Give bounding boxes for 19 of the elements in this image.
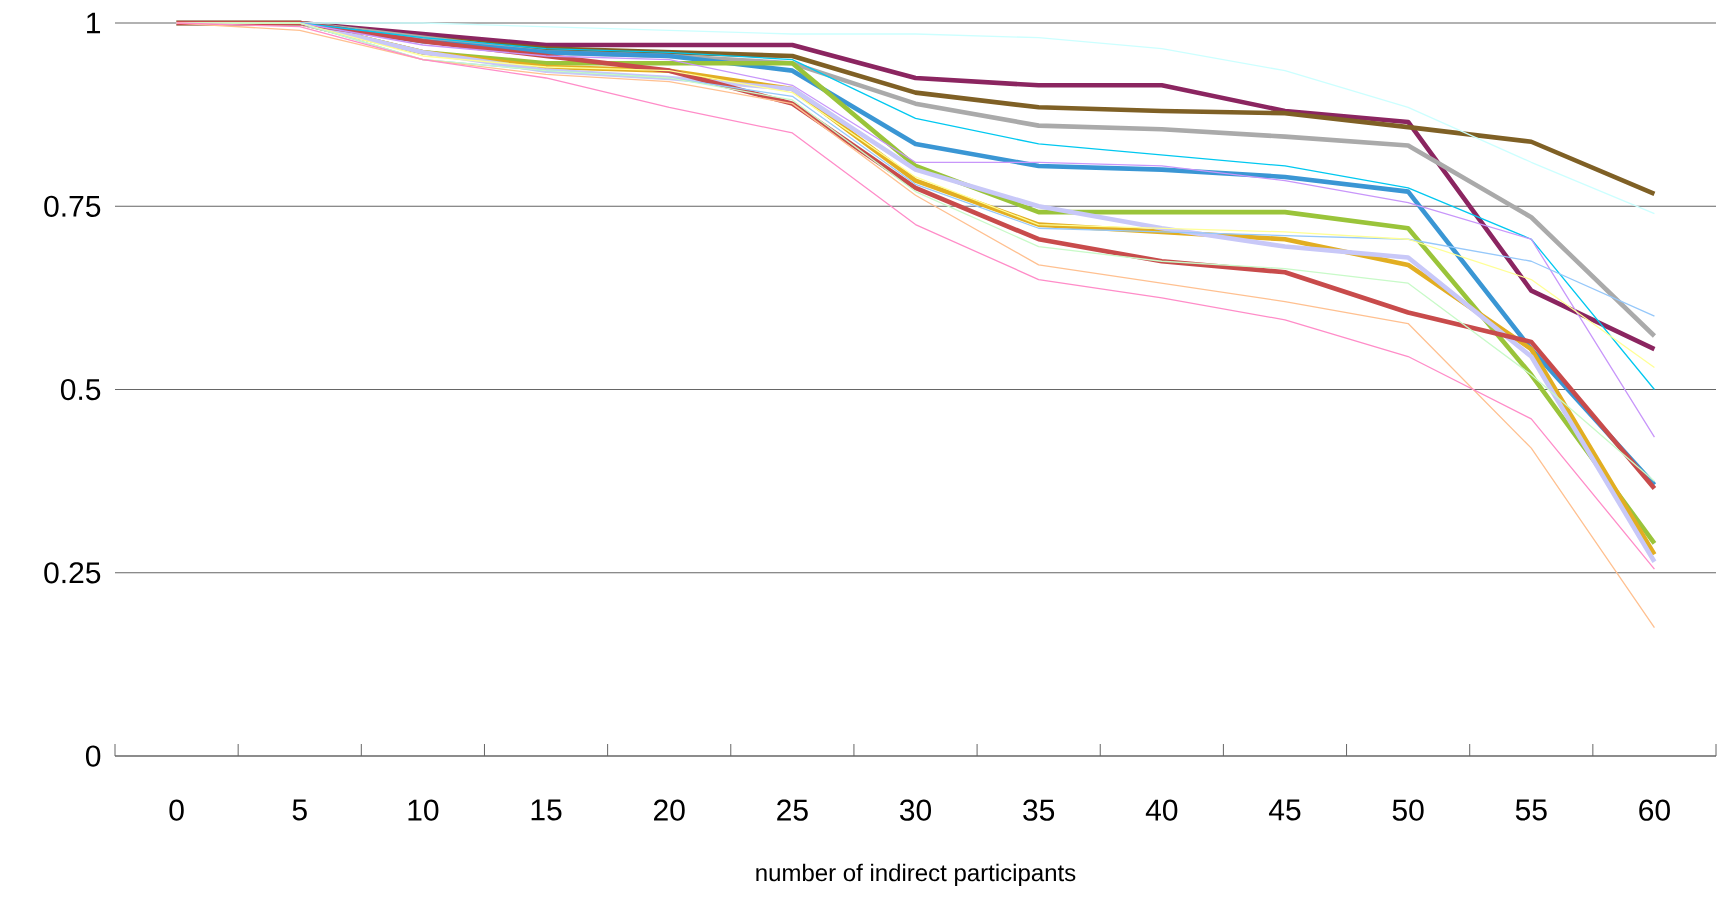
x-tick-label: 35: [1023, 799, 1055, 821]
y-tick-label: 1: [87, 12, 101, 34]
x-tick-label: 50: [1392, 799, 1424, 821]
x-tick-label: 45: [1268, 799, 1301, 821]
x-tick-label: 15: [531, 799, 562, 821]
y-tick-label: 0.5: [60, 378, 101, 401]
x-axis-title: number of indirect participants: [756, 863, 1076, 887]
x-tick-label: 55: [1515, 799, 1547, 821]
y-tick-label: 0.75: [44, 195, 101, 217]
x-tick-label: 20: [654, 799, 685, 821]
x-tick-label: 60: [1639, 799, 1670, 821]
x-tick-label: 5: [292, 799, 307, 821]
x-tick-label: 30: [899, 799, 932, 821]
x-tick-label: 25: [777, 799, 808, 821]
x-tick-label: 10: [408, 799, 439, 821]
x-tick-label: 40: [1145, 799, 1178, 821]
y-tick-label: 0.25: [44, 562, 101, 584]
x-tick-label: 0: [169, 799, 184, 821]
y-tick-label: 0: [85, 745, 101, 767]
